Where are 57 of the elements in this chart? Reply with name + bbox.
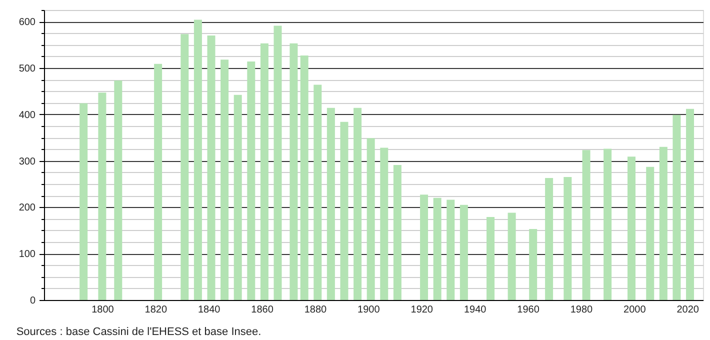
y-tick-label: 600 [18, 17, 36, 28]
bar [582, 150, 590, 300]
bar [508, 212, 516, 300]
bar [380, 148, 388, 300]
bar [420, 194, 428, 300]
bar [247, 62, 256, 300]
x-tick-label: 1920 [410, 304, 434, 316]
bar [326, 108, 335, 300]
bar [686, 108, 694, 300]
y-tick-label: 200 [18, 202, 36, 214]
bar [80, 103, 88, 300]
bar [300, 55, 308, 300]
x-tick-label: 1840 [198, 304, 221, 316]
bar [98, 92, 106, 300]
x-tick-label: 1860 [251, 304, 274, 316]
bar [154, 64, 162, 300]
bar [460, 204, 468, 300]
bar [220, 60, 229, 300]
bar [207, 36, 216, 300]
bar [366, 138, 375, 300]
x-tick-label: 1960 [517, 304, 540, 316]
y-tick-label: 400 [18, 110, 36, 121]
bar [604, 148, 612, 300]
x-tick-label: 1900 [358, 304, 380, 316]
bar [529, 229, 538, 300]
bar [646, 166, 654, 300]
bar [354, 108, 362, 300]
y-tick-label: 300 [18, 156, 36, 168]
bar [628, 156, 636, 300]
bar [672, 114, 681, 300]
bar [340, 122, 348, 300]
y-tick-label: 100 [18, 249, 36, 260]
bar [260, 43, 268, 300]
x-tick-label: 2020 [676, 304, 700, 316]
bar [486, 216, 495, 300]
y-tick-label: 500 [18, 64, 36, 74]
x-tick-label: 1980 [570, 304, 594, 316]
bar [194, 20, 202, 300]
bar [290, 43, 298, 300]
y-tick-label: 0 [30, 296, 36, 306]
bar [446, 200, 455, 300]
bar [659, 146, 668, 300]
bar [433, 198, 442, 300]
x-tick-label: 1880 [304, 304, 328, 316]
x-tick-label: 1800 [92, 304, 114, 316]
bar [234, 94, 242, 300]
x-tick-label: 2000 [624, 304, 646, 316]
bar [314, 84, 322, 300]
bar [393, 164, 402, 300]
bar [564, 177, 572, 300]
bar [180, 34, 189, 300]
bar [114, 80, 122, 300]
x-tick-label: 1940 [464, 304, 487, 316]
source-note: Sources : base Cassini de l'EHESS et base Insee. [16, 326, 262, 338]
x-tick-label: 1820 [144, 304, 168, 316]
bar [274, 26, 282, 300]
bar [545, 178, 554, 300]
